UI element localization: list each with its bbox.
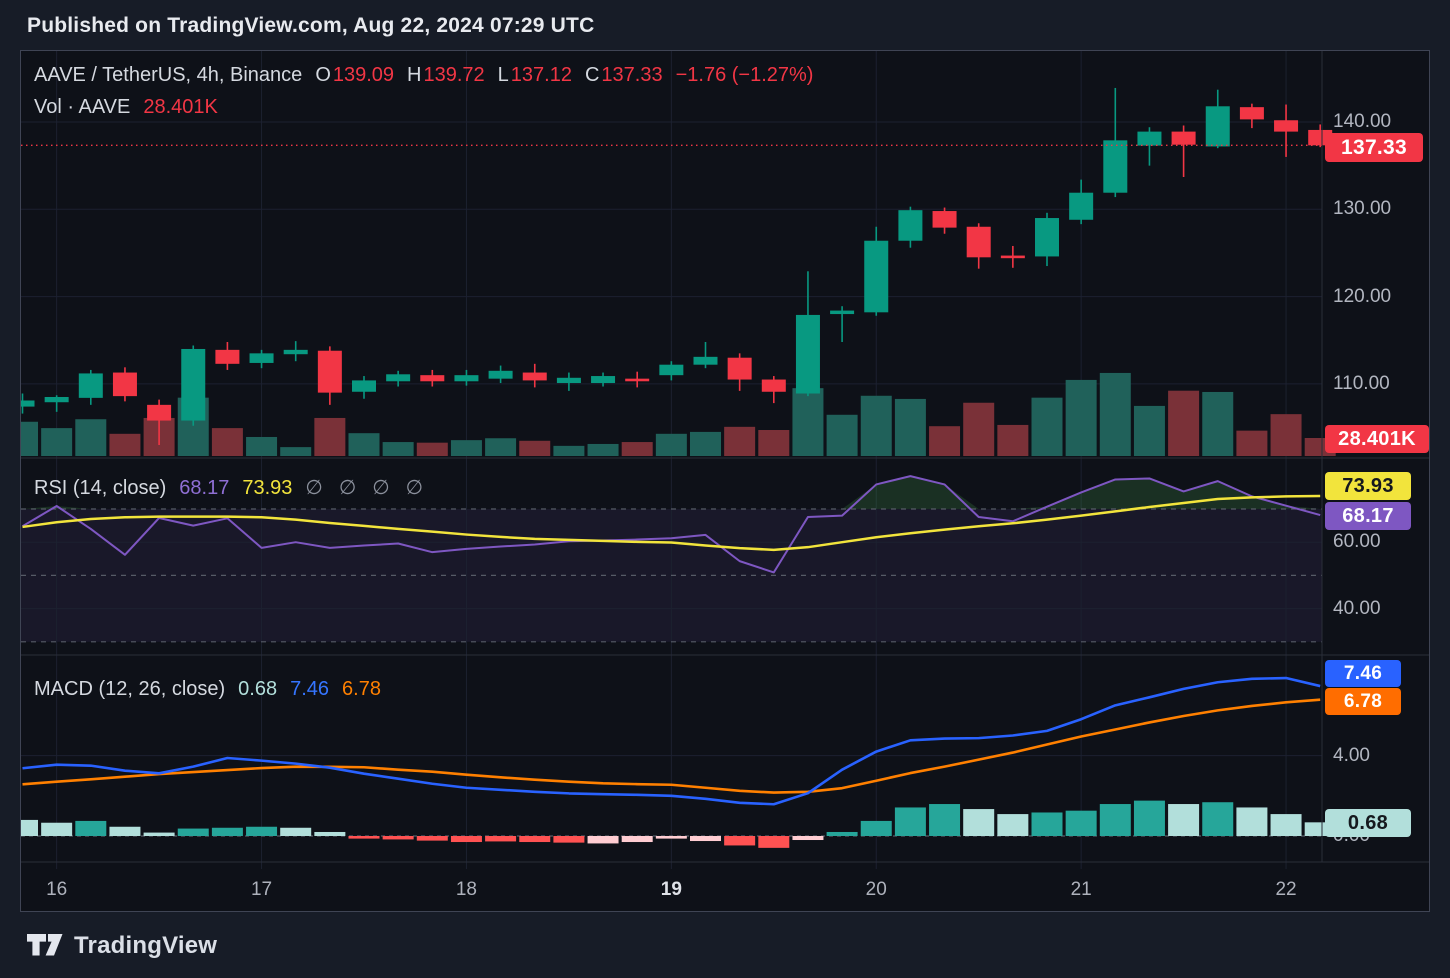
time-axis-label: 17 — [250, 879, 273, 900]
empty-set-icon: ∅ — [372, 477, 390, 499]
macd-hist-value: 0.68 — [238, 678, 278, 700]
rsi-value: 68.17 — [179, 477, 230, 499]
empty-set-icon: ∅ — [305, 477, 323, 499]
rsi-badge: 68.17 — [1325, 502, 1411, 530]
volume-value: 28.401K — [143, 96, 218, 118]
time-axis-label: 20 — [865, 879, 887, 900]
change-value: −1.76 (−1.27%) — [675, 64, 814, 86]
high-value: H 139.72 — [407, 64, 485, 86]
empty-set-icon: ∅ — [338, 477, 357, 499]
brand-text: TradingView — [74, 932, 218, 959]
macd-legend: MACD (12, 26, close) 0.68 7.46 6.78 — [34, 678, 381, 701]
price-axis-label: 140.00 — [1333, 111, 1392, 132]
published-text: Published on TradingView.com, Aug 22, 20… — [27, 14, 595, 37]
rsi-title: RSI (14, close) — [34, 477, 167, 499]
price-axis-label: 120.00 — [1333, 285, 1392, 307]
tradingview-logo-icon — [27, 933, 63, 955]
published-strip: Published on TradingView.com, Aug 22, 20… — [0, 0, 1450, 50]
symbol-title: AAVE / TetherUS, 4h, Binance — [34, 64, 303, 86]
last-price-badge: 137.33 — [1325, 133, 1423, 162]
volume-legend: Vol · AAVE 28.401K — [34, 96, 218, 119]
tradingview-logo-link[interactable]: TradingView — [27, 932, 217, 960]
time-axis-label: 19 — [660, 879, 682, 900]
rsi-ma-badge: 73.93 — [1325, 472, 1411, 500]
rsi-axis-label: 60.00 — [1333, 531, 1381, 553]
rsi-axis-label: 40.00 — [1333, 597, 1381, 619]
macd-hist-badge: 0.68 — [1325, 809, 1411, 837]
macd-axis-label: 4.00 — [1333, 744, 1370, 766]
macd-signal-value: 6.78 — [342, 678, 381, 700]
macd-badge: 7.46 — [1325, 660, 1401, 687]
symbol-legend: AAVE / TetherUS, 4h, Binance O 139.09 H 13… — [34, 64, 813, 87]
close-value: C 137.33 — [584, 64, 663, 86]
time-axis-label: 22 — [1275, 879, 1297, 900]
empty-set-icon: ∅ — [405, 477, 424, 499]
price-axis-label: 110.00 — [1333, 372, 1390, 394]
time-axis-label: 21 — [1070, 879, 1092, 900]
footer-strip: TradingView — [0, 912, 1450, 978]
macd-signal-badge: 6.78 — [1325, 688, 1401, 715]
time-axis-label: 16 — [46, 879, 68, 900]
volume-badge: 28.401K — [1325, 425, 1429, 453]
time-axis-label: 18 — [455, 879, 478, 900]
low-value: L 137.12 — [497, 64, 572, 86]
volume-label: Vol · AAVE — [34, 96, 131, 118]
price-axis[interactable]: 140.00 130.00 120.00 110.00 60.00 40.00 4.00 0.… — [1323, 51, 1429, 863]
chart-frame: AAVE / TetherUS, 4h, Binance O 139.09 H 13… — [20, 50, 1430, 912]
macd-title: MACD (12, 26, close) — [34, 678, 226, 700]
rsi-ma-value: 73.93 — [242, 477, 293, 499]
price-axis-label: 130.00 — [1333, 198, 1392, 220]
macd-value: 7.46 — [290, 678, 330, 700]
open-value: O 139.09 — [315, 64, 395, 86]
rsi-empty-values: ∅ ∅ ∅ ∅ — [305, 475, 423, 500]
time-axis[interactable]: 16 17 18 19 20 21 22 — [21, 863, 1429, 911]
chart-canvas[interactable] — [21, 51, 1429, 911]
rsi-legend: RSI (14, close) 68.17 73.93 ∅ ∅ ∅ ∅ — [34, 475, 423, 500]
